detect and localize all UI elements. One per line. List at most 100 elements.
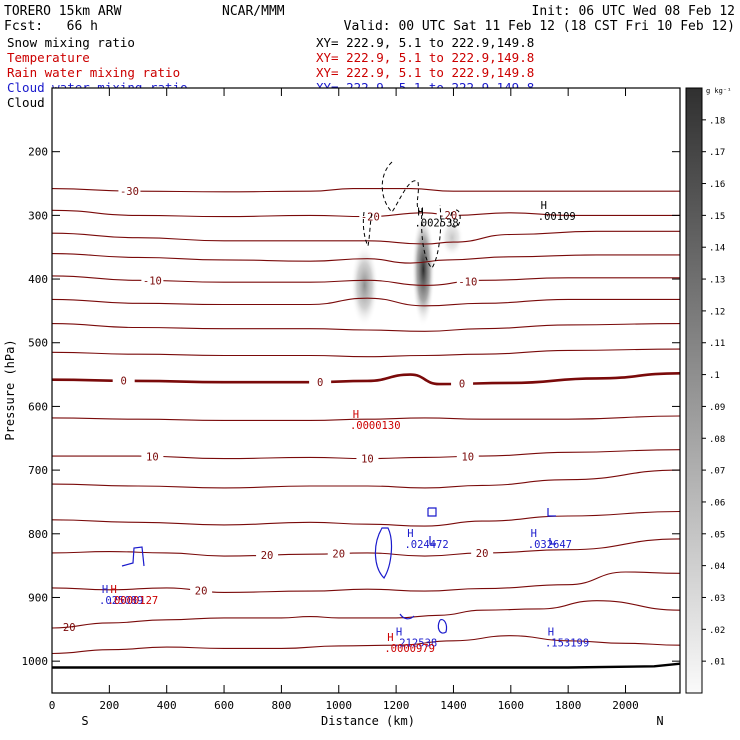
maximum-value: .212538: [393, 638, 437, 650]
maximum-marker: H: [110, 584, 116, 596]
x-tick-label: 1600: [498, 699, 525, 712]
contour-label: -20: [438, 210, 457, 222]
y-tick-label: 500: [28, 337, 48, 350]
contour-label-bg: [451, 377, 474, 389]
temperature-contour: [51, 571, 681, 593]
y-tick-label: 700: [28, 464, 48, 477]
x-tick-label: 200: [99, 699, 119, 712]
x-tick-label: 1200: [383, 699, 410, 712]
temperature-contour: [51, 209, 680, 218]
maximum-value: .024472: [404, 539, 448, 551]
maximum-marker: H: [407, 528, 413, 540]
legend-label: Temperature: [7, 50, 90, 65]
colorbar-label: .08: [709, 435, 725, 445]
surface-line: [52, 662, 681, 669]
maximum-marker: H: [541, 200, 547, 212]
contour-label-bg: [327, 547, 350, 559]
maximum-value: .025089: [99, 595, 143, 607]
maxima-labels: H.002538H.00109H.0000130H.024472H.032647…: [99, 200, 589, 655]
center-title: NCAR/MMM: [222, 4, 285, 19]
cloud-water-contour: [547, 508, 556, 517]
colorbar-label: .07: [709, 467, 725, 477]
snow-contour: [421, 204, 442, 269]
temperature-contour: [51, 188, 680, 193]
colorbar: [685, 87, 703, 694]
colorbar-label: .16: [709, 180, 725, 190]
cloud-water-contour: [427, 507, 437, 517]
x-axis-north-label: N: [656, 714, 663, 728]
x-tick-label: 2000: [612, 699, 639, 712]
contour-label: 0: [459, 379, 465, 391]
colorbar-label: .05: [709, 530, 725, 540]
colorbar-label: .1: [709, 371, 720, 381]
contour-label: 10: [361, 454, 374, 466]
y-tick-label: 800: [28, 528, 48, 541]
x-axis: 0 200 400 600 800 1000 1200 1400 1600 1800 2000: [49, 88, 639, 712]
colorbar-label: .15: [709, 212, 725, 222]
contour-label: 10: [146, 452, 159, 464]
contour-label: 20: [63, 622, 76, 634]
y-tick-label: 300: [28, 209, 48, 222]
contour-label-bg: [456, 450, 479, 462]
contour-label: -10: [143, 276, 162, 288]
legend-xy: XY= 222.9, 5.1 to 222.9,149.8: [316, 65, 534, 80]
x-tick-label: 400: [157, 699, 177, 712]
maximum-value: .0000979: [384, 643, 435, 655]
y-tick-label: 900: [28, 591, 48, 604]
contour-label: -10: [458, 277, 477, 289]
contour-label: 20: [476, 548, 489, 560]
plot-frame: [51, 87, 681, 694]
temperature-contours: -30 -20 -20 -10 -10 0 0 0 10 10 10 20 20 20 20 20: [51, 184, 681, 669]
contour-label: 20: [332, 549, 345, 561]
cloud-water-contour: [549, 538, 556, 545]
cloud-features: [121, 161, 556, 634]
contour-label: -20: [361, 211, 380, 223]
colorbar-label: .13: [709, 276, 725, 286]
x-tick-label: 1800: [555, 699, 582, 712]
y-tick-label: 1000: [22, 655, 49, 668]
x-axis-title: Distance (km): [321, 714, 415, 728]
cloud-water-contour: [437, 619, 448, 634]
contour-label: 10: [461, 451, 474, 463]
colorbar-unit: g kg⁻¹: [706, 87, 731, 95]
contour-label-bg: [141, 450, 164, 462]
maximum-marker: H: [396, 627, 402, 639]
temperature-contour: [51, 253, 680, 264]
x-axis-south-label: S: [81, 714, 88, 728]
x-tick-label: 0: [49, 699, 56, 712]
contour-label-bg: [471, 546, 494, 558]
cloud-water-contour: [121, 546, 145, 567]
maximum-marker: H: [417, 206, 423, 218]
contour-label: 20: [195, 586, 208, 598]
colorbar-label: .14: [709, 244, 725, 254]
contour-label: -30: [120, 186, 139, 198]
maximum-marker: H: [531, 528, 537, 540]
legend-label: Rain water mixing ratio: [7, 65, 180, 80]
maximum-value: .0000127: [108, 595, 159, 607]
contour-label: 0: [317, 377, 323, 389]
temperature-contour: [51, 600, 681, 629]
colorbar-label: .02: [709, 626, 725, 636]
contour-label-bg: [190, 584, 213, 596]
temperature-contour: [51, 538, 681, 557]
legend-xy: XY= 222.9, 5.1 to 222.9,149.8: [316, 35, 534, 50]
colorbar-label: .18: [709, 116, 725, 126]
contour-label-bg: [456, 275, 479, 287]
contour-label-bg: [356, 452, 379, 464]
snow-contour: [362, 211, 373, 248]
cloud-ice-blob: [350, 244, 379, 327]
init-time: Init: 06 UTC Wed 08 Feb 12: [532, 4, 736, 19]
y-axis-title: Pressure (hPa): [3, 339, 17, 440]
maximum-marker: H: [387, 632, 393, 644]
temperature-contour: [51, 469, 681, 489]
x-tick-label: 600: [214, 699, 234, 712]
colorbar-ticks: .18 .17 .16 .15 .14 .13 .12 .11 .1 .09 .08 .07 .06 .0…: [702, 116, 725, 668]
temperature-contour: [51, 348, 681, 358]
colorbar-label: .17: [709, 148, 725, 158]
maximum-marker: H: [102, 584, 108, 596]
temperature-contour: [51, 230, 680, 245]
legend-xy: XY= 222.9, 5.1 to 222.9,149.8: [316, 50, 534, 65]
temperature-contour: [51, 297, 680, 307]
